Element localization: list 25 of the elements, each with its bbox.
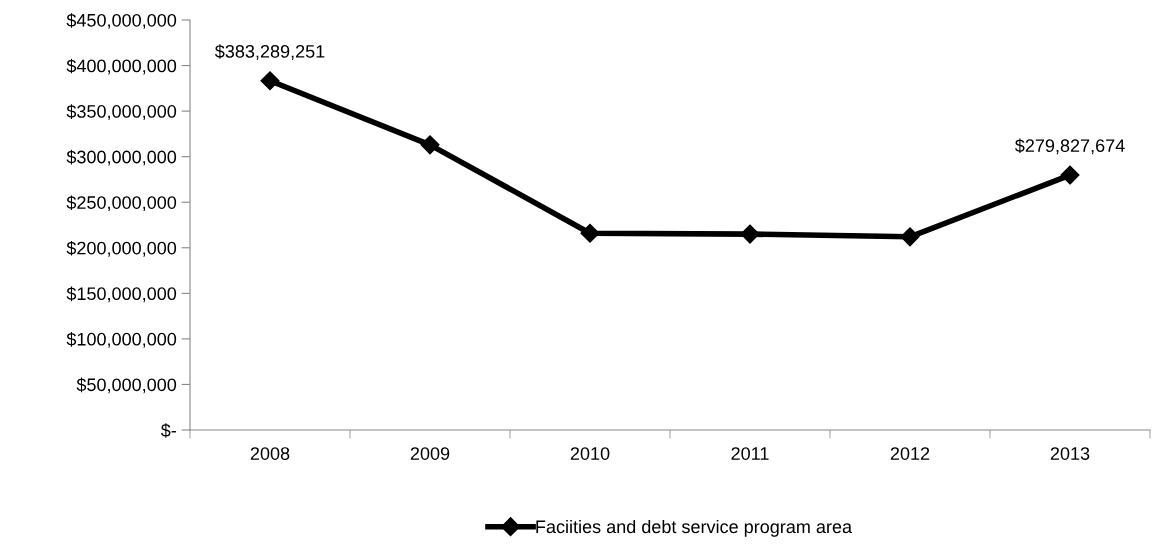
y-tick-label: $250,000,000 (66, 195, 177, 212)
point (260, 71, 280, 91)
x-tick-label: 2013 (1050, 447, 1090, 460)
y-tick-label: $100,000,000 (66, 332, 177, 348)
point (740, 224, 760, 244)
point (580, 223, 600, 243)
y-tick-label: $450,000,000 (66, 13, 177, 29)
y-tick-label: $400,000,000 (66, 58, 177, 75)
data-label: $383,289,251 (214, 44, 325, 60)
y-tick-label: $300,000,000 (66, 149, 177, 166)
y-tick-label: $- (160, 423, 177, 438)
data-label: $279,827,674 (1014, 138, 1125, 155)
x-tick-label: 2011 (731, 447, 769, 460)
y-tick-label: $350,000,000 (66, 104, 177, 120)
point (420, 135, 440, 155)
x-tick-label: 2009 (410, 447, 450, 460)
y-tick-label: $50,000,000 (76, 377, 177, 394)
x-tick-label: 2008 (250, 447, 290, 460)
y-tick-label: $150,000,000 (66, 286, 177, 303)
x-tick-label: 2012 (890, 447, 930, 460)
point (1060, 165, 1080, 185)
x-tick-label: 2010 (570, 447, 610, 460)
point (900, 227, 920, 247)
y-tick-label: $200,000,000 (66, 240, 177, 257)
legend-label: Faciities and debt service program area (536, 519, 853, 537)
